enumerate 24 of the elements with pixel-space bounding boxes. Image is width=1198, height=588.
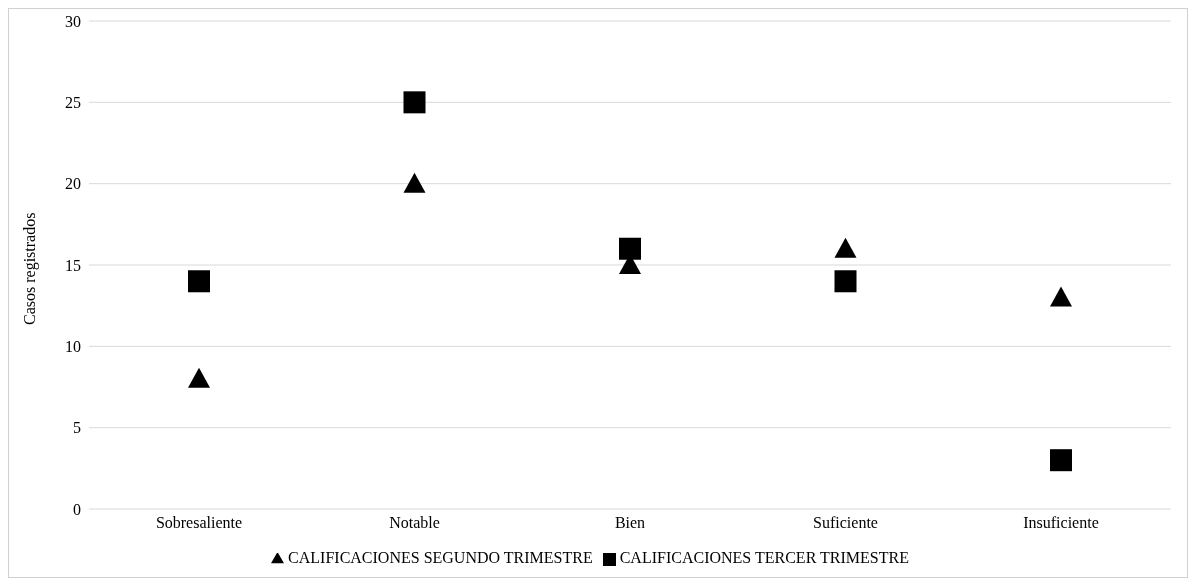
point	[619, 237, 641, 260]
point	[188, 367, 210, 388]
y-tick-label: 25	[65, 94, 81, 112]
point	[834, 270, 857, 293]
x-tick-label: Notable	[389, 514, 440, 532]
point	[188, 270, 210, 293]
x-tick-label: Suficiente	[813, 514, 878, 532]
x-tick-label: Bien	[614, 514, 646, 532]
legend-label: CALIFICACIONES TERCER TRIMESTRE	[619, 549, 909, 566]
point	[403, 91, 426, 114]
point	[403, 172, 426, 193]
point	[834, 237, 857, 258]
x-tick-label: Insuficiente	[1023, 514, 1099, 532]
y-tick-label: 30	[65, 12, 81, 30]
y-axis-title: Casos registrados	[20, 212, 39, 325]
y-tick-label: 5	[73, 419, 81, 437]
x-tick-label: Sobresaliente	[155, 514, 243, 532]
legend-label: CALIFICACIONES SEGUNDO TRIMESTRE	[288, 549, 593, 566]
y-tick-label: 10	[65, 338, 81, 356]
y-tick-label: 15	[65, 256, 81, 274]
point	[1050, 449, 1072, 472]
y-tick-label: 20	[65, 175, 81, 193]
point	[1050, 286, 1072, 307]
y-tick-label: 0	[73, 500, 81, 518]
